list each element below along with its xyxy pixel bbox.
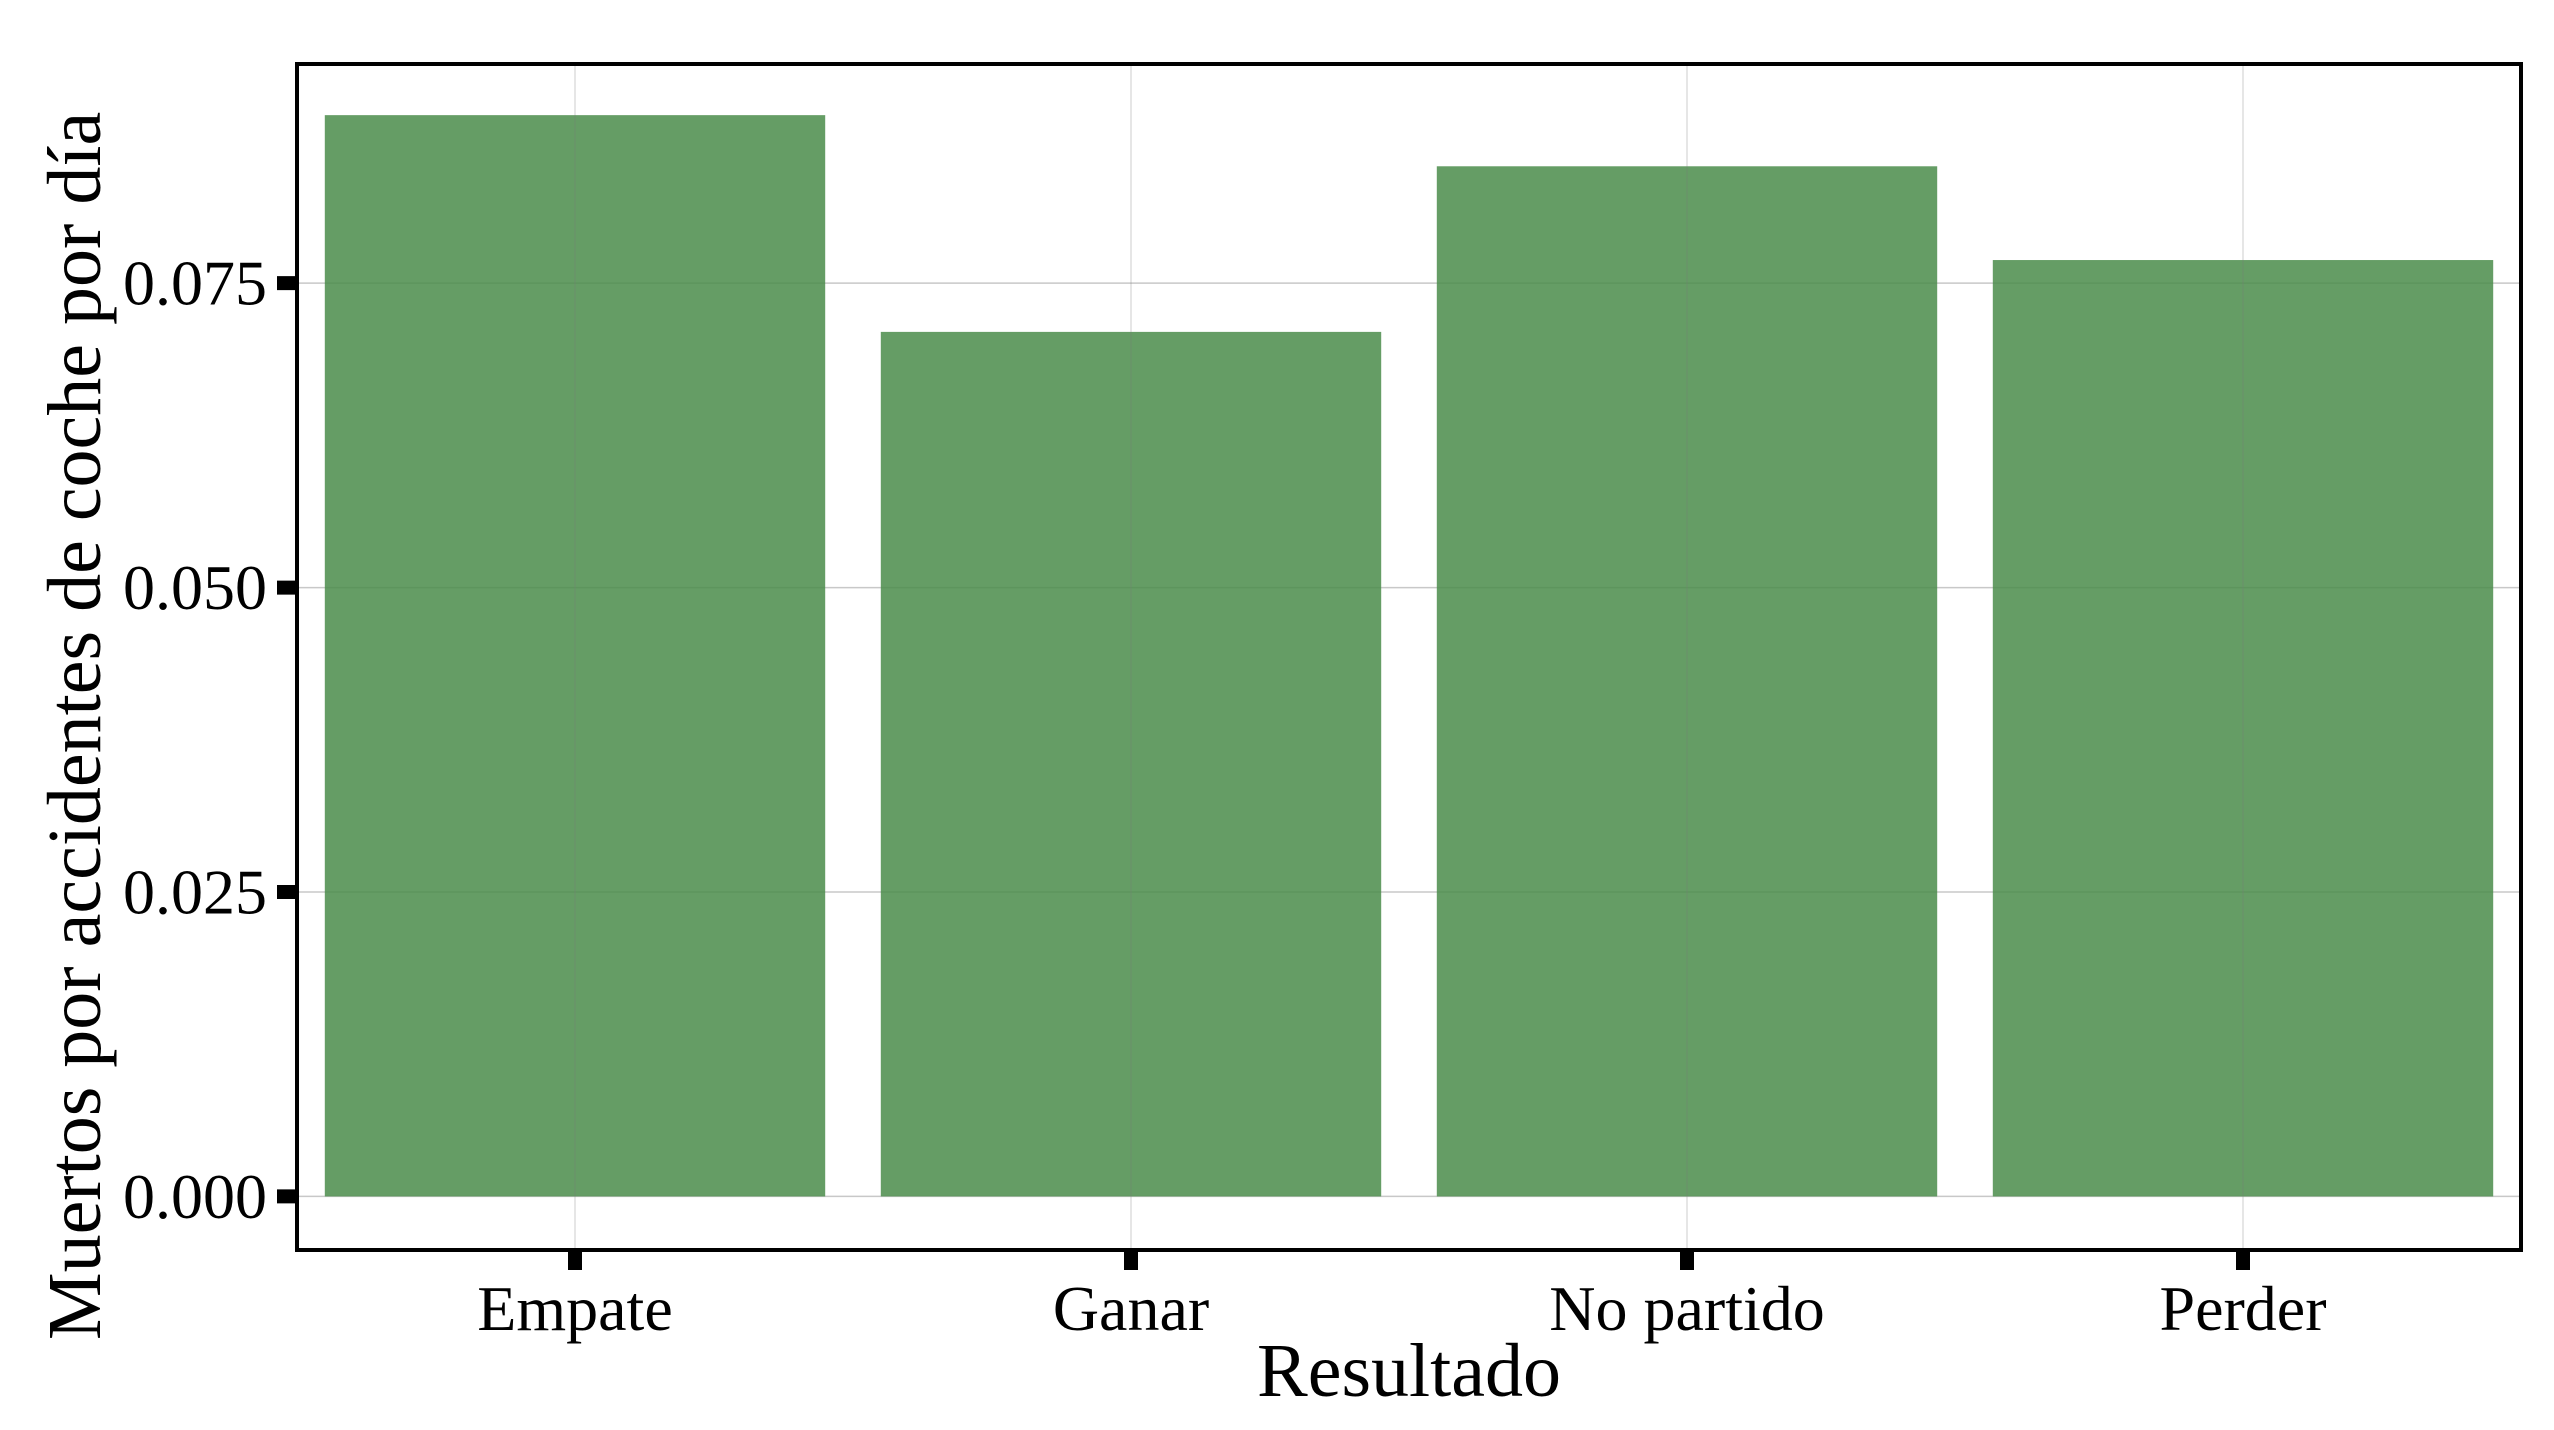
x-axis-title: Resultado (1257, 1329, 1561, 1413)
y-tick-label: 0.075 (123, 248, 267, 319)
x-tick-label: No partido (1549, 1273, 1825, 1344)
bar-empate (324, 115, 826, 1197)
y-tick-label: 0.050 (123, 552, 267, 623)
bar-no-partido (1436, 166, 1938, 1197)
plot-frame (295, 62, 2523, 1252)
bar-perder (1992, 260, 2494, 1197)
vertical-grid-lines (574, 64, 2244, 1250)
x-tick-label: Ganar (1053, 1273, 1209, 1344)
y-tick-labels: 0.000 0.025 0.050 0.075 (123, 248, 267, 1232)
axis-ticks (277, 276, 2250, 1270)
bars (324, 115, 2494, 1197)
x-tick-label: Empate (477, 1273, 672, 1344)
x-tick-labels: Empate Ganar No partido Perder (477, 1273, 2326, 1344)
bar-ganar (880, 331, 1382, 1197)
x-tick-label: Perder (2159, 1273, 2326, 1344)
y-tick-label: 0.000 (123, 1161, 267, 1232)
y-axis-title: Muertos por accidentes de coche por día (33, 112, 117, 1340)
y-tick-label: 0.025 (123, 857, 267, 928)
